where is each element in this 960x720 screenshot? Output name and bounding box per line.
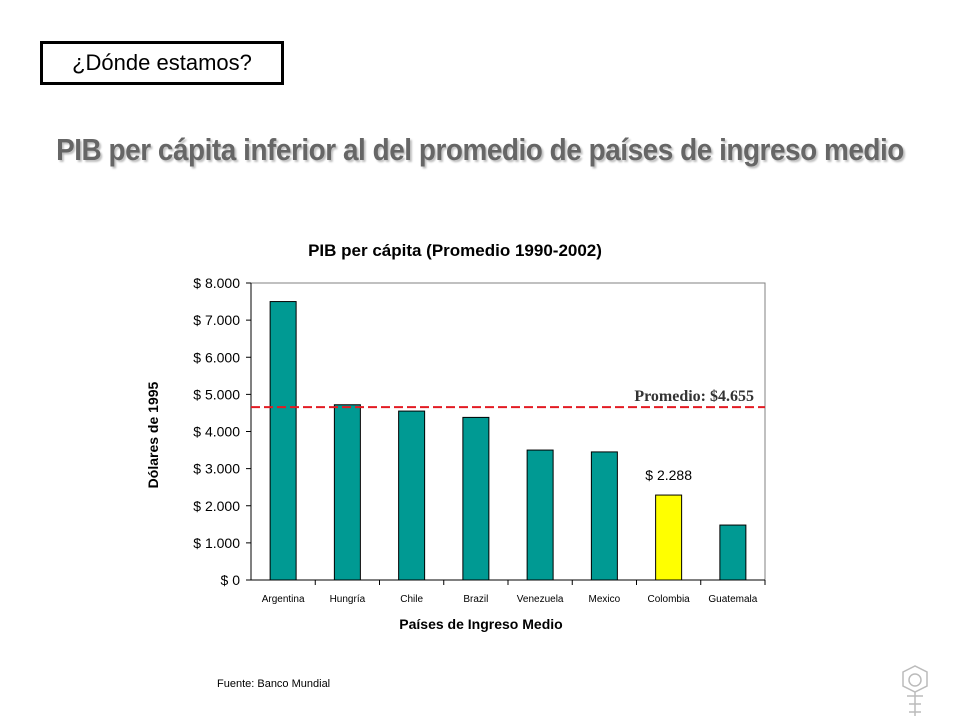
bar-brazil <box>462 416 490 581</box>
x-axis-label: Países de Ingreso Medio <box>399 616 562 632</box>
y-tick-label: $ 8.000 <box>193 275 240 291</box>
y-tick-label: $ 4.000 <box>193 424 240 440</box>
source-note: Fuente: Banco Mundial <box>217 678 331 690</box>
bar-hungría <box>333 404 361 581</box>
y-tick-label: $ 5.000 <box>193 386 240 402</box>
bar-mexico <box>590 451 618 581</box>
x-tick-label: Venezuela <box>517 594 564 605</box>
page-headline: PIB per cápita inferior al del promedio … <box>56 132 904 167</box>
y-axis-label: Dólares de 1995 <box>145 381 161 488</box>
y-tick-label: $ 0 <box>221 572 241 588</box>
y-tick-label: $ 2.000 <box>193 498 240 514</box>
x-tick-label: Argentina <box>262 594 305 605</box>
section-label-box: ¿Dónde estamos? <box>40 41 284 85</box>
y-tick-label: $ 6.000 <box>193 349 240 365</box>
bar-colombia <box>655 494 683 581</box>
bar-argentina <box>269 301 297 581</box>
section-label: ¿Dónde estamos? <box>72 50 252 75</box>
x-tick-label: Brazil <box>463 594 488 605</box>
bar-guatemala <box>719 524 747 581</box>
y-tick-label: $ 1.000 <box>193 535 240 551</box>
bar-venezuela <box>526 449 554 581</box>
x-tick-label: Hungría <box>330 594 366 605</box>
data-label: $ 2.288 <box>645 467 692 483</box>
plot-area <box>250 282 766 581</box>
x-tick-label: Guatemala <box>708 594 757 605</box>
average-line-label: Promedio: $4.655 <box>634 388 754 405</box>
x-tick-label: Mexico <box>589 594 621 605</box>
chart-title: PIB per cápita (Promedio 1990-2002) <box>308 241 602 260</box>
x-tick-label: Chile <box>400 594 423 605</box>
bar-chile <box>398 410 426 581</box>
y-tick-label: $ 3.000 <box>193 461 240 477</box>
x-tick-label: Colombia <box>648 594 691 605</box>
logo-watermark <box>902 665 928 716</box>
y-tick-label: $ 7.000 <box>193 312 240 328</box>
